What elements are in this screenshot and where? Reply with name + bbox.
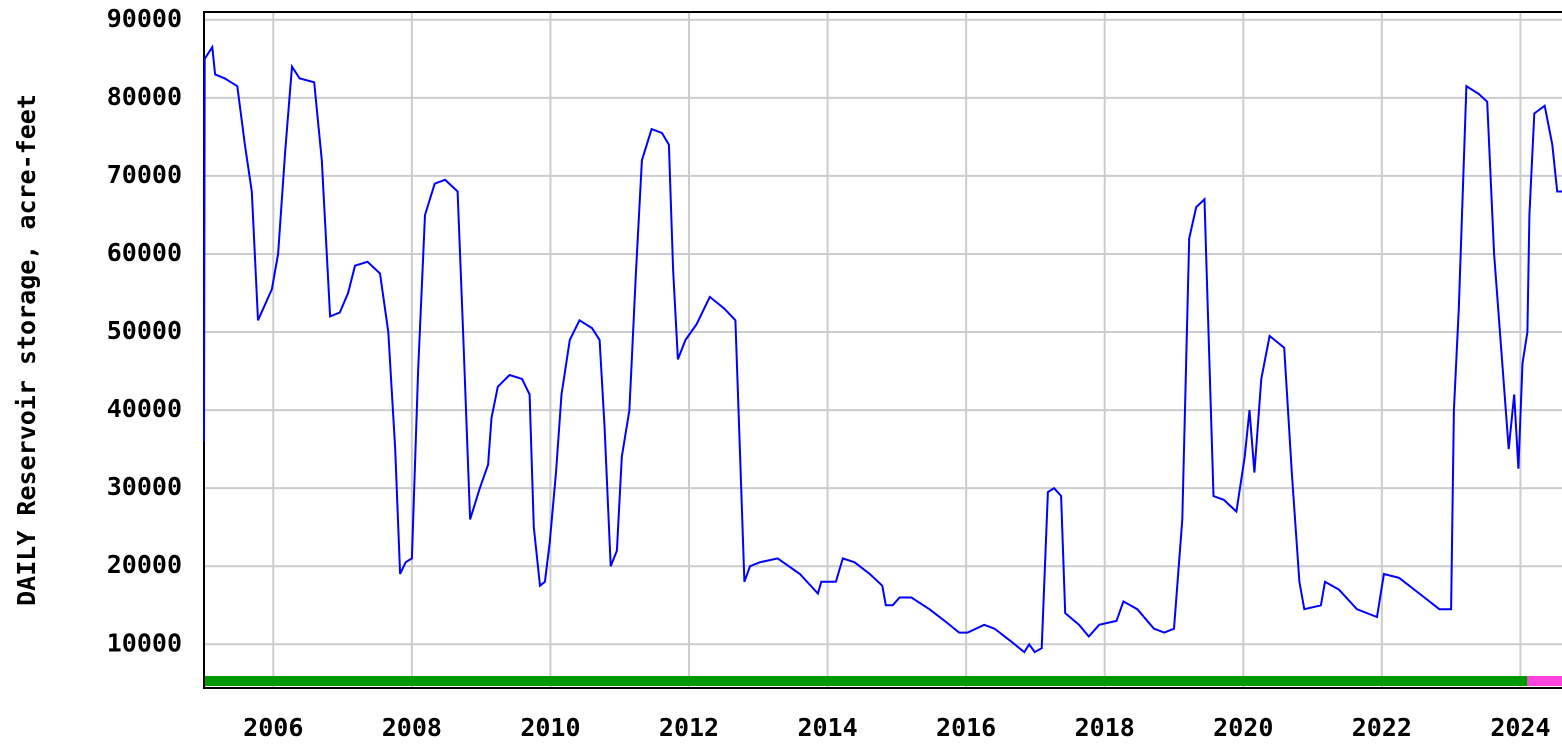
x-tick-label: 2012	[659, 713, 719, 742]
x-tick-label: 2008	[382, 713, 442, 742]
status-bar	[204, 676, 1528, 686]
y-tick-label: 80000	[107, 82, 182, 111]
y-tick-label: 20000	[107, 550, 182, 579]
data-line	[203, 44, 1562, 654]
x-tick-label: 2018	[1075, 713, 1135, 742]
x-tick-label: 2006	[243, 713, 303, 742]
x-tick-label: 2014	[797, 713, 857, 742]
y-tick-label: 90000	[107, 4, 182, 33]
y-tick-label: 60000	[107, 238, 182, 267]
y-tick-label: 50000	[107, 316, 182, 345]
x-tick-label: 2020	[1213, 713, 1273, 742]
x-tick-label: 2016	[936, 713, 996, 742]
y-tick-label: 30000	[107, 472, 182, 501]
x-tick-label: 2022	[1352, 713, 1412, 742]
x-tick-label: 2010	[520, 713, 580, 742]
y-tick-label: 10000	[107, 628, 182, 657]
y-axis-label: DAILY Reservoir storage, acre-feet	[12, 94, 41, 606]
y-tick-label: 40000	[107, 394, 182, 423]
y-tick-label: 70000	[107, 160, 182, 189]
x-tick-label: 2024	[1490, 713, 1550, 742]
status-bar	[1527, 676, 1562, 686]
